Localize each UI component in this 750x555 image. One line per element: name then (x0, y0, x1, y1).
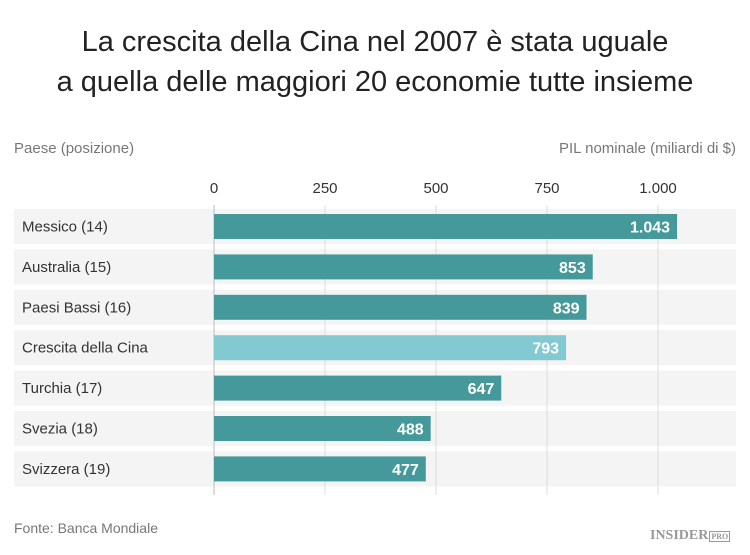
bar (214, 294, 587, 320)
bar (214, 214, 678, 239)
data-label: 647 (468, 381, 495, 398)
title-line-2: a quella delle maggiori 20 economie tutt… (56, 66, 694, 98)
category-label: Paesi Bassi (16) (22, 299, 131, 316)
category-label: Crescita della Cina (22, 340, 149, 357)
bar (214, 254, 593, 280)
category-label: Turchia (17) (22, 380, 102, 397)
chart-title: La crescita della Cina nel 2007 è stata … (0, 22, 750, 102)
tick-label: 1.000 (639, 180, 677, 197)
data-label: 1.043 (630, 220, 670, 237)
tick-label: 500 (423, 180, 448, 197)
data-label: 793 (532, 341, 559, 358)
bar (214, 416, 431, 441)
bar (214, 456, 426, 482)
category-label: Svizzera (19) (22, 461, 110, 478)
tick-label: 0 (210, 180, 218, 197)
title-line-1: La crescita della Cina nel 2007 è stata … (81, 26, 669, 58)
data-label: 477 (392, 462, 419, 479)
category-label: Australia (15) (22, 259, 111, 276)
category-label: Svezia (18) (22, 421, 98, 438)
data-label: 839 (553, 300, 580, 317)
data-label: 488 (397, 422, 424, 439)
source-note: Fonte: Banca Mondiale (14, 520, 158, 536)
bar (214, 375, 502, 401)
category-header: Paese (posizione) (14, 140, 135, 157)
tick-label: 750 (534, 180, 559, 197)
data-label: 853 (559, 260, 586, 277)
tick-label: 250 (312, 180, 337, 197)
value-header: PIL nominale (miliardi di $) (558, 140, 736, 157)
insider-pro-logo: INSIDER PRO (650, 528, 731, 543)
category-label: Messico (14) (22, 219, 108, 236)
bar (214, 335, 567, 361)
